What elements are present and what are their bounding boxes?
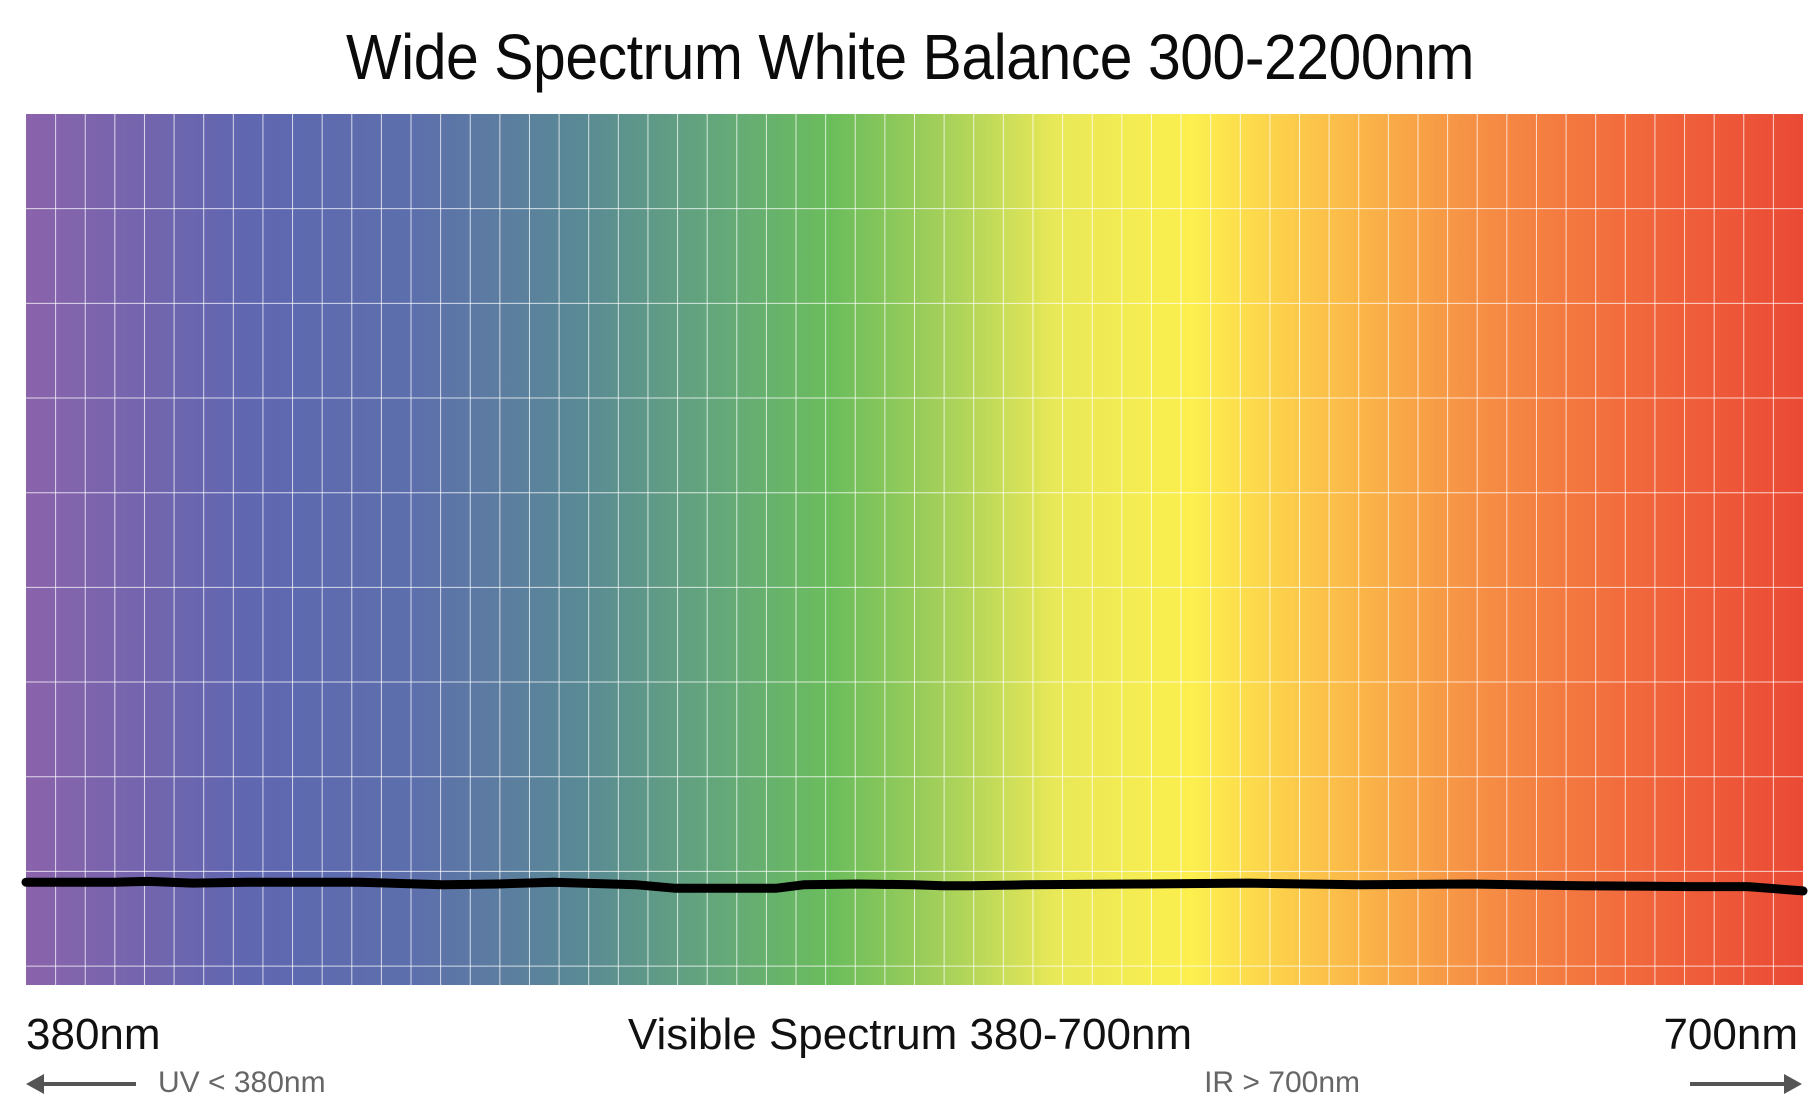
series-line-0 — [21, 876, 1808, 896]
left-arrow-icon — [26, 1074, 44, 1094]
chart-title: Wide Spectrum White Balance 300-2200nm — [346, 21, 1474, 93]
uv-label: UV < 380nm — [158, 1066, 326, 1099]
x-axis-max-label: 700nm — [1663, 1010, 1798, 1059]
ir-label: IR > 700nm — [1204, 1066, 1360, 1099]
right-arrow-shaft — [1690, 1082, 1786, 1086]
x-axis-min-label: 380nm — [26, 1010, 161, 1059]
grid — [26, 114, 1803, 985]
left-arrow-shaft — [40, 1082, 136, 1086]
x-axis-label: Visible Spectrum 380-700nm — [627, 1010, 1193, 1059]
right-arrow-icon — [1784, 1074, 1802, 1094]
